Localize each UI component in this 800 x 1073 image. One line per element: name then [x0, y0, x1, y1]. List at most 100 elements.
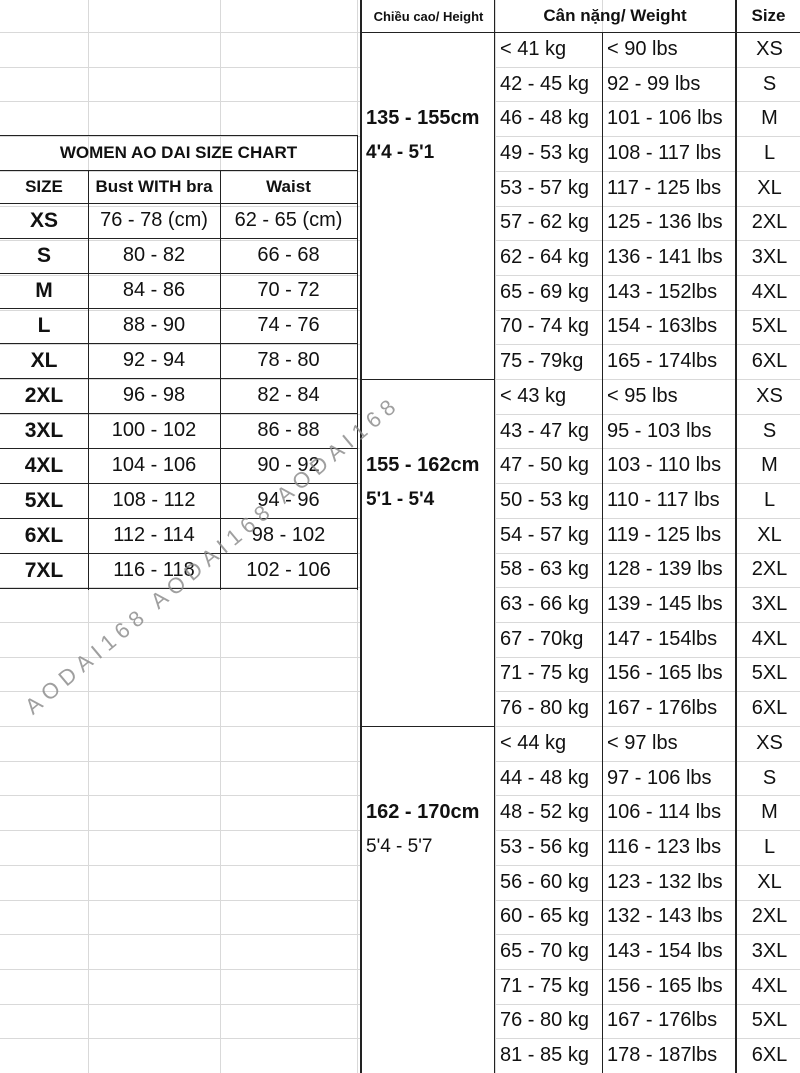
grid-line: [0, 32, 360, 33]
cell: 42 - 45 kg: [500, 72, 589, 95]
border: [0, 203, 358, 204]
cell: L: [763, 141, 776, 164]
cell: M: [761, 801, 778, 824]
grid-line: [495, 656, 800, 658]
grid-line: [495, 344, 800, 346]
border: [360, 379, 495, 380]
cell: 147 - 154lbs: [607, 627, 718, 650]
cell: 3XL: [24, 418, 64, 442]
cell: L: [763, 488, 776, 511]
cell: 60 - 65 kg: [500, 905, 589, 928]
border: [602, 32, 603, 1073]
cell: 108 - 117 lbs: [607, 141, 722, 164]
border: [0, 343, 358, 344]
cell: 47 - 50 kg: [500, 454, 589, 477]
border: [0, 170, 358, 171]
cell: XL: [30, 348, 58, 372]
cell: 139 - 145 lbs: [607, 593, 723, 616]
border: [88, 170, 89, 590]
grid-line: [0, 240, 360, 242]
cell: 80 - 82: [122, 244, 186, 266]
cell: XL: [757, 870, 782, 893]
border: [0, 448, 358, 449]
cell: 6XL: [751, 350, 788, 373]
cell: 82 - 84: [257, 384, 320, 406]
grid-line: [0, 621, 360, 623]
border: [0, 378, 358, 379]
cell: 112 - 114: [113, 524, 195, 546]
cell: 154 - 163lbs: [607, 315, 718, 338]
cell: 6XL: [751, 697, 788, 720]
grid-line: [495, 448, 800, 450]
border: [360, 0, 362, 1073]
cell: 96 - 98: [122, 384, 186, 406]
border: [0, 135, 358, 136]
cell: 62 - 64 kg: [500, 246, 589, 269]
header-cell: SIZE: [25, 176, 63, 196]
cell: 92 - 99 lbs: [607, 72, 701, 95]
cell: 108 - 112: [112, 489, 196, 511]
grid-line: [0, 830, 360, 832]
cell: 102 - 106: [246, 559, 331, 581]
grid-line: [0, 1038, 360, 1040]
cell: L: [37, 313, 51, 337]
cell: 101 - 106 lbs: [607, 107, 723, 130]
grid-line: [0, 344, 360, 346]
grid-line: [495, 899, 800, 901]
grid-line: [495, 483, 800, 485]
cell: 117 - 125 lbs: [607, 176, 722, 199]
border: [0, 518, 358, 519]
cell: 54 - 57 kg: [500, 523, 589, 546]
grid-line: [495, 136, 800, 138]
cell: XS: [756, 37, 783, 60]
grid-line: [0, 136, 360, 138]
grid-line: [0, 691, 360, 693]
border: [360, 726, 495, 727]
cell: 62 - 65 (cm): [234, 209, 343, 231]
cell: S: [762, 766, 777, 789]
cell: 2XL: [24, 383, 64, 407]
cell: 4XL: [751, 280, 788, 303]
cell: 104 - 106: [111, 454, 197, 476]
grid-line: [495, 1038, 800, 1040]
border: [360, 32, 800, 33]
grid-line: [495, 760, 800, 762]
border: [0, 588, 358, 589]
cell: 46 - 48 kg: [500, 107, 589, 130]
border: [0, 413, 358, 414]
border: [357, 135, 358, 590]
grid-line: [495, 726, 800, 727]
cell: 143 - 152lbs: [607, 280, 718, 303]
grid-line: [495, 552, 800, 554]
cell: 165 - 174lbs: [607, 350, 718, 373]
cell: 4XL: [751, 627, 788, 650]
grid-line: [495, 621, 800, 623]
cell: 95 - 103 lbs: [607, 419, 712, 442]
cell: 167 - 176lbs: [607, 1009, 718, 1032]
grid-line: [0, 170, 360, 172]
cell: 6XL: [751, 1044, 788, 1067]
cell: < 97 lbs: [607, 731, 678, 754]
grid-line: [495, 413, 800, 415]
grid-line: [495, 205, 800, 207]
cell: 5XL: [751, 662, 788, 685]
cell: 6XL: [24, 523, 64, 547]
cell: 50 - 53 kg: [500, 488, 589, 511]
cell: 4XL: [751, 974, 788, 997]
height-cm: 162 - 170cm: [366, 801, 480, 824]
cell: 56 - 60 kg: [500, 870, 589, 893]
cell: 57 - 62 kg: [500, 211, 589, 234]
grid-line: [495, 691, 800, 693]
grid-line: [495, 864, 800, 866]
cell: 5XL: [751, 315, 788, 338]
cell: 94 - 96: [257, 489, 320, 511]
cell: 4XL: [24, 453, 64, 477]
grid-line: [0, 309, 360, 311]
grid-line: [495, 517, 800, 519]
cell: < 44 kg: [500, 731, 567, 754]
grid-line: [0, 274, 360, 276]
cell: 128 - 139 lbs: [607, 558, 723, 581]
grid-line: [0, 205, 360, 207]
cell: XL: [757, 176, 782, 199]
